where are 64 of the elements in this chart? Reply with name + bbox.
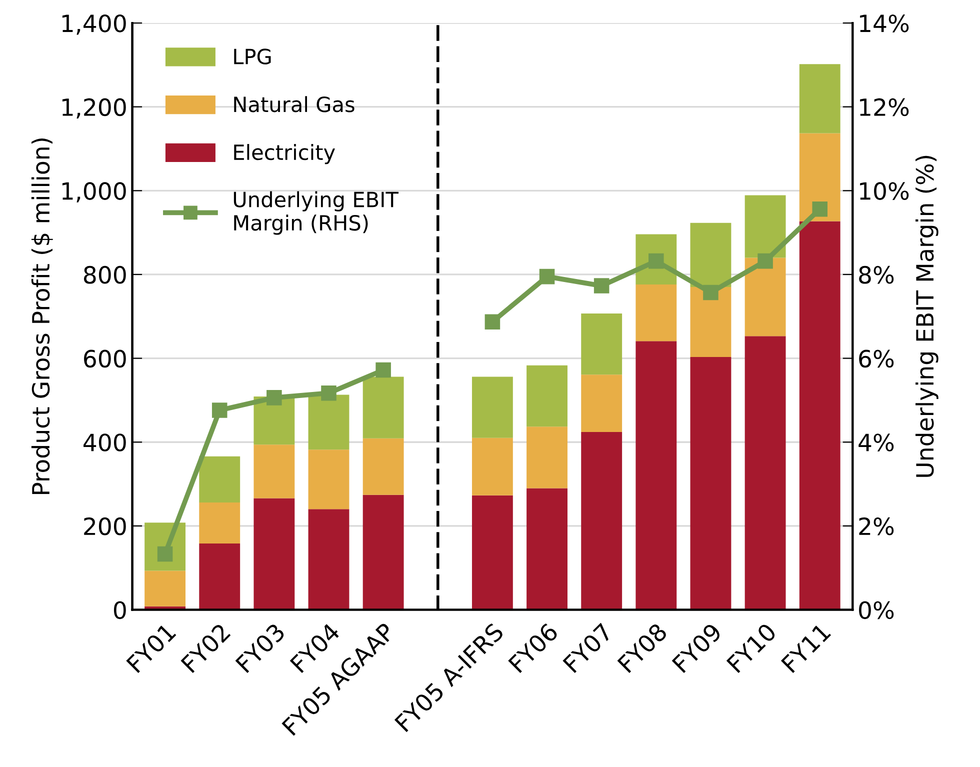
- y-tick-label: 400: [84, 434, 126, 452]
- bar: [799, 221, 840, 610]
- y2-tick-label: 0%: [859, 601, 894, 620]
- point: [321, 385, 336, 401]
- y-tick-label: 1,400: [62, 14, 126, 35]
- point: [484, 314, 500, 330]
- bar: [526, 426, 568, 488]
- y-tick-label: 200: [84, 517, 126, 536]
- y2-axis-title: Underlying EBIT Margin (%): [915, 156, 938, 477]
- bar: [744, 258, 786, 336]
- bar: [690, 287, 732, 358]
- point: [758, 253, 773, 269]
- y2-tick-label: 8%: [859, 266, 894, 284]
- bar: [254, 498, 295, 610]
- y2-tick-label: 6%: [859, 350, 894, 368]
- bar: [744, 195, 786, 258]
- bar: [472, 495, 513, 610]
- y-axis-title: Product Gross Profit ($ million): [31, 138, 53, 494]
- point: [594, 278, 610, 294]
- bar: [690, 222, 732, 288]
- y2-tick-label: 12%: [860, 98, 909, 116]
- bar: [199, 544, 240, 610]
- bar: [472, 438, 513, 496]
- bar: [526, 488, 568, 610]
- bar: [636, 284, 677, 342]
- y-tick-label: 1,000: [62, 182, 126, 202]
- bar: [799, 133, 840, 222]
- legend-label: Natural Gas: [234, 96, 354, 112]
- y-tick-label: 800: [84, 266, 126, 284]
- legend-label: Electricity: [234, 144, 335, 164]
- y-tick-label: 1,200: [62, 98, 126, 119]
- y2-tick-label: 14%: [860, 14, 909, 32]
- y2-tick-label: 4%: [858, 434, 894, 452]
- bar: [526, 365, 568, 427]
- bar: [199, 456, 240, 502]
- point: [266, 390, 282, 406]
- bar: [308, 394, 350, 450]
- point: [376, 362, 391, 378]
- point: [212, 402, 228, 418]
- bar: [362, 376, 404, 438]
- bar: [581, 432, 622, 610]
- bar: [472, 376, 513, 438]
- bar: [799, 64, 840, 134]
- y-tick-label: 600: [84, 350, 126, 368]
- bar: [254, 444, 295, 498]
- legend-label: Underlying EBIT Margin (RHS): [234, 191, 399, 235]
- y2-tick-label: 10%: [860, 182, 909, 200]
- bar: [308, 450, 350, 510]
- bar: [581, 374, 622, 432]
- point: [812, 201, 828, 217]
- bar: [690, 357, 732, 610]
- bar: [744, 336, 786, 610]
- point: [539, 268, 555, 284]
- bar: [308, 509, 350, 610]
- bar: [144, 570, 186, 606]
- bar: [199, 502, 240, 544]
- bar: [362, 438, 404, 495]
- bar: [581, 313, 622, 375]
- legend-label: LPG: [234, 48, 271, 64]
- bar: [636, 341, 677, 610]
- bar: [362, 494, 404, 610]
- y2-tick-label: 2%: [859, 517, 894, 536]
- point: [703, 284, 718, 300]
- y-tick-label: 0: [114, 601, 126, 620]
